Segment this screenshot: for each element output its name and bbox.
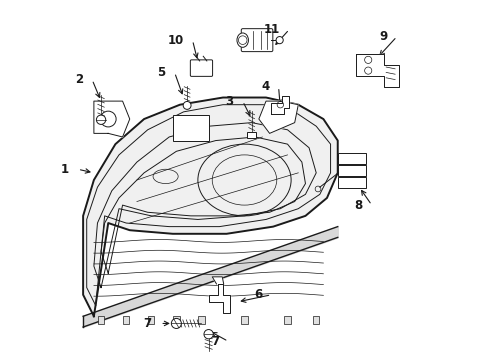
Text: 8: 8 <box>354 199 362 212</box>
Text: 7: 7 <box>211 335 219 348</box>
Text: 7: 7 <box>143 317 151 330</box>
Bar <box>241 316 247 324</box>
Bar <box>172 116 208 140</box>
Bar <box>98 316 104 324</box>
Text: 10: 10 <box>167 33 183 47</box>
Circle shape <box>171 319 181 328</box>
Text: 5: 5 <box>157 66 165 79</box>
Bar <box>338 165 365 176</box>
Text: 11: 11 <box>264 23 280 36</box>
Ellipse shape <box>237 33 248 47</box>
Bar <box>198 316 204 324</box>
Polygon shape <box>258 101 298 134</box>
Bar <box>122 316 129 324</box>
Bar <box>148 316 154 324</box>
Polygon shape <box>94 101 129 137</box>
Bar <box>284 316 290 324</box>
FancyBboxPatch shape <box>241 29 272 51</box>
Bar <box>173 316 179 324</box>
Circle shape <box>96 115 105 125</box>
Bar <box>338 153 365 164</box>
Circle shape <box>276 37 283 44</box>
Text: 6: 6 <box>254 288 262 301</box>
Text: 2: 2 <box>75 73 83 86</box>
Circle shape <box>203 329 213 339</box>
Bar <box>338 177 365 188</box>
Text: 4: 4 <box>261 80 269 93</box>
Text: 9: 9 <box>379 30 387 43</box>
Polygon shape <box>83 98 337 316</box>
Text: 3: 3 <box>225 95 233 108</box>
Polygon shape <box>355 54 398 87</box>
Text: 1: 1 <box>61 163 69 176</box>
Polygon shape <box>208 284 230 313</box>
Bar <box>312 316 319 324</box>
Polygon shape <box>271 96 289 114</box>
FancyBboxPatch shape <box>246 132 256 138</box>
Polygon shape <box>212 277 223 284</box>
FancyBboxPatch shape <box>190 60 212 76</box>
Circle shape <box>183 102 191 109</box>
